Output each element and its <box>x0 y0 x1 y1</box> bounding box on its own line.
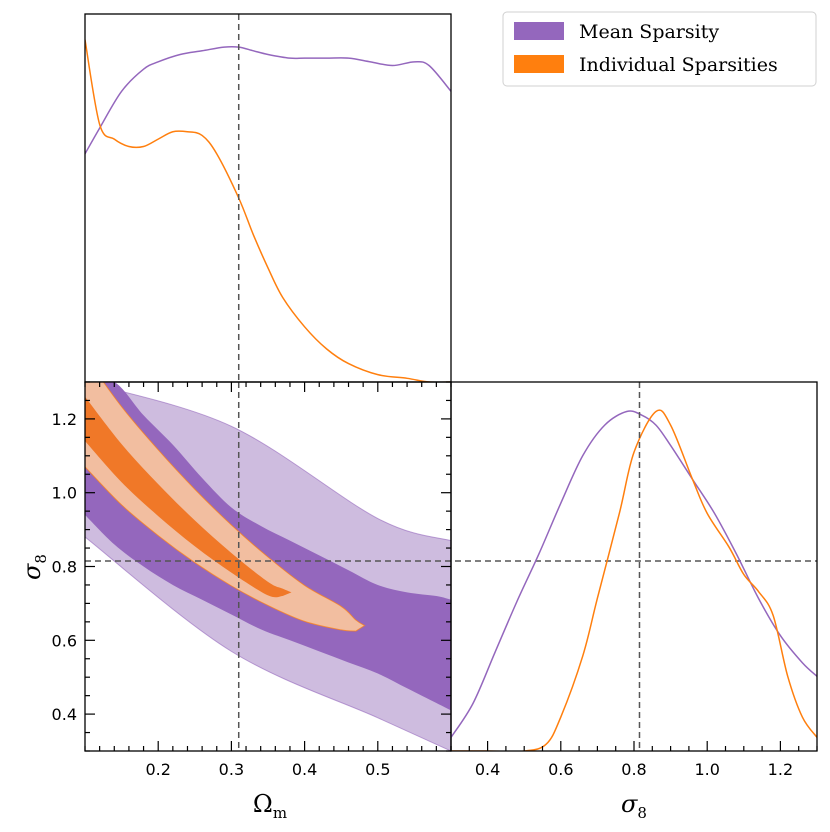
omega-m-tick-labels: 0.2 0.3 0.4 0.5 <box>145 760 390 779</box>
sigma-8-marginal-tick-labels: 0.4 0.6 0.8 1.0 1.2 <box>475 760 793 779</box>
individual-sparsities-95-contour <box>85 382 366 632</box>
individual-sparsities-sigma-8-curve <box>451 409 817 751</box>
joint-contour-panel: 0.2 0.3 0.4 0.5 0.4 0.6 0.8 1.0 1.2 <box>52 381 817 779</box>
sigma-8-tick-label: 1.2 <box>52 410 77 429</box>
sigma-8-marginal-tick-label: 0.4 <box>475 760 500 779</box>
x-axis-label-sigma-8: σ8 <box>621 790 647 822</box>
sigma-8-marginal-tick-label: 0.6 <box>548 760 573 779</box>
sigma-8-marginal-tick-label: 1.2 <box>768 760 793 779</box>
omega-m-tick-label: 0.5 <box>365 760 390 779</box>
sigma-8-tick-label: 0.8 <box>52 558 77 577</box>
mean-sparsity-sigma-8-curve <box>451 410 817 738</box>
sigma-8-tick-label: 0.4 <box>52 705 77 724</box>
legend: Mean Sparsity Individual Sparsities <box>502 11 817 87</box>
sigma-8-marginal-tick-label: 0.8 <box>621 760 646 779</box>
sigma-8-tick-label: 1.0 <box>52 484 77 503</box>
sigma-8-marginal-panel: 0.4 0.6 0.8 1.0 1.2 <box>450 381 818 779</box>
mean-sparsity-omega-m-curve <box>85 45 451 155</box>
sigma-8-marginal-tick-label: 1.0 <box>694 760 719 779</box>
legend-swatch-individual-sparsities <box>514 55 564 73</box>
x-axis-label-omega-m: Ωm <box>253 790 287 822</box>
y-axis-label-sigma-8: σ8 <box>18 554 50 580</box>
omega-m-marginal-panel <box>84 13 452 383</box>
sigma-8-marginal-ticks <box>450 741 818 751</box>
legend-label-mean-sparsity: Mean Sparsity <box>579 21 719 43</box>
sigma-8-tick-labels: 0.4 0.6 0.8 1.0 1.2 <box>52 410 77 724</box>
omega-m-tick-label: 0.3 <box>219 760 244 779</box>
sigma-8-tick-label: 0.6 <box>52 631 77 650</box>
omega-m-tick-label: 0.4 <box>292 760 317 779</box>
legend-frame <box>502 11 817 87</box>
omega-m-marginal-frame <box>84 13 452 383</box>
individual-sparsities-omega-m-curve <box>85 39 451 382</box>
legend-label-individual-sparsities: Individual Sparsities <box>579 54 778 76</box>
sigma-8-marginal-frame <box>450 381 818 752</box>
legend-swatch-mean-sparsity <box>514 22 564 40</box>
omega-m-tick-label: 0.2 <box>145 760 170 779</box>
